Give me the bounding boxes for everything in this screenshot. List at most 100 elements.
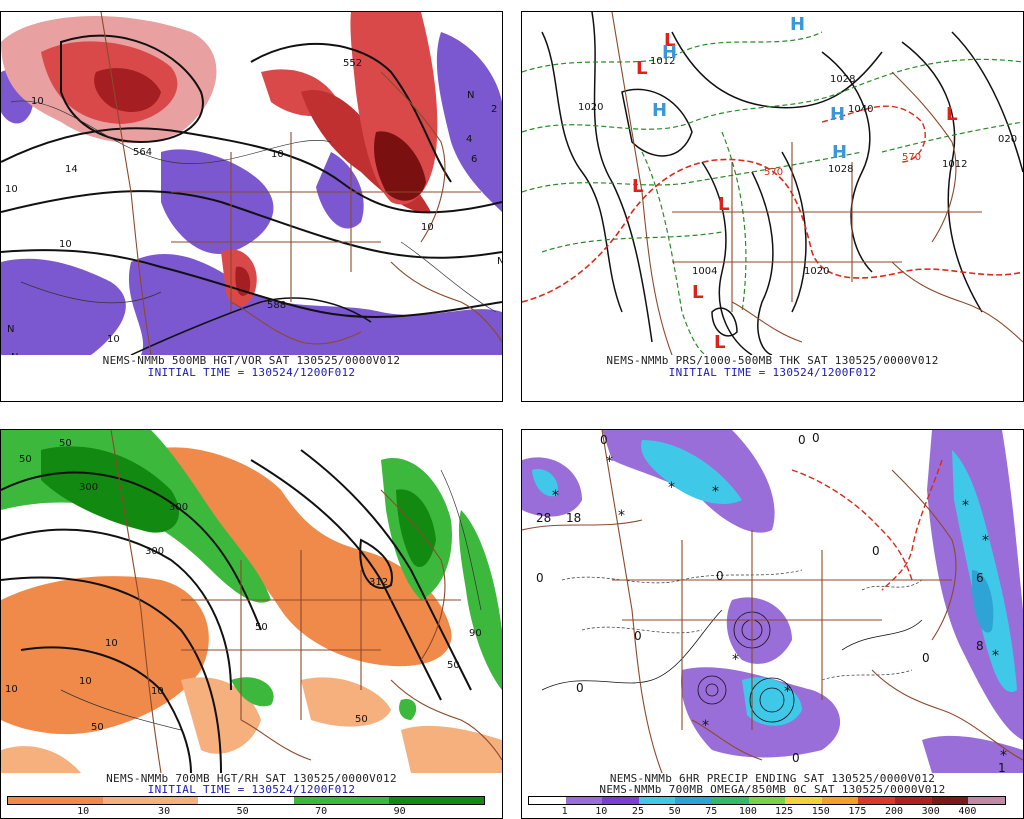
- svg-text:*: *: [992, 648, 999, 664]
- isobar-label: 1020: [578, 102, 603, 113]
- contour-label: 2: [491, 104, 497, 115]
- colorbar-swatch: [712, 797, 749, 804]
- colorbar-swatch: [785, 797, 822, 804]
- colorbar-tick: 150: [811, 806, 830, 817]
- colorbar-swatch: [858, 797, 896, 804]
- contour-label: 50: [447, 660, 460, 671]
- colorbar-tick: 200: [885, 806, 904, 817]
- colorbar-swatch: [638, 797, 676, 804]
- vorticity-map: 552 564 588 14 10 10 10 10 10 10 2 4 6 N…: [1, 12, 502, 355]
- svg-text:*: *: [702, 718, 709, 734]
- colorbar-tick: 50: [236, 806, 249, 817]
- contour-label: 10: [151, 686, 164, 697]
- contour-label: 50: [59, 438, 72, 449]
- contour-label: 10: [59, 239, 72, 250]
- colorbar-swatch: [55, 797, 104, 804]
- low-pressure-center: L: [718, 194, 729, 215]
- thickness-label: 570: [764, 167, 783, 178]
- colorbar-swatch: [103, 797, 151, 804]
- colorbar-swatch: [931, 797, 969, 804]
- pressure-thickness-map: 1012 1020 1028 1028 1040 1004 1020 1012 …: [522, 12, 1023, 355]
- colorbar-tick: 100: [738, 806, 757, 817]
- contour-label: 10: [5, 184, 18, 195]
- contour-label: 10: [5, 684, 18, 695]
- contour-label: 0: [716, 569, 724, 583]
- svg-text:*: *: [982, 533, 989, 549]
- contour-label: 552: [343, 58, 362, 69]
- colorbar-swatch: [341, 797, 389, 804]
- contour-label: 8: [976, 639, 984, 653]
- low-pressure-center: L: [632, 176, 643, 197]
- panel-caption: NEMS-NMMb 700MB HGT/RH SAT 130525/0000V0…: [106, 772, 397, 785]
- precip-colorbar: [528, 796, 1006, 805]
- isobar-label: 1040: [848, 104, 873, 115]
- svg-text:*: *: [1000, 748, 1007, 764]
- panel-subcaption: NEMS-NMMb 700MB OMEGA/850MB 0C SAT 13052…: [599, 783, 946, 796]
- contour-label: 564: [133, 147, 152, 158]
- contour-label: 14: [65, 164, 78, 175]
- colorbar-tick: 1: [561, 806, 568, 817]
- panel-subcaption: INITIAL TIME = 130524/1200F012: [668, 366, 877, 379]
- svg-text:*: *: [618, 508, 625, 524]
- rh-colorbar-ticks: 10 30 50 70 90: [7, 806, 483, 818]
- colorbar-swatch: [895, 797, 932, 804]
- contour-label: N: [11, 352, 18, 355]
- contour-label: N: [7, 324, 14, 335]
- contour-label: 10: [31, 96, 44, 107]
- colorbar-tick: 70: [315, 806, 328, 817]
- high-pressure-center: H: [830, 104, 845, 125]
- contour-label: 0: [792, 751, 800, 765]
- isobar-label: 1028: [828, 164, 853, 175]
- thickness-label: 570: [902, 152, 921, 163]
- rh-colorbar: [7, 796, 485, 805]
- precip-colorbar-ticks: 1 10 25 50 75 100 125 150 175 200 300 40…: [528, 806, 1004, 818]
- contour-label: 0: [798, 433, 806, 447]
- contour-label: 6: [976, 571, 984, 585]
- colorbar-swatch: [388, 797, 437, 804]
- svg-text:*: *: [962, 498, 969, 514]
- contour-label: 300: [169, 502, 188, 513]
- colorbar-swatch: [968, 797, 1005, 804]
- low-pressure-center: L: [664, 30, 675, 51]
- high-pressure-center: H: [832, 142, 847, 163]
- contour-label: 0: [600, 433, 608, 447]
- contour-label: 4: [466, 134, 472, 145]
- colorbar-swatch: [436, 797, 484, 804]
- colorbar-swatch: [748, 797, 786, 804]
- colorbar-swatch: [565, 797, 603, 804]
- colorbar-tick: 175: [848, 806, 867, 817]
- high-pressure-center: H: [662, 42, 677, 63]
- panel-subcaption: INITIAL TIME = 130524/1200F012: [147, 783, 356, 796]
- contour-label: 0: [536, 571, 544, 585]
- colorbar-swatch: [602, 797, 639, 804]
- contour-label: 1: [998, 761, 1006, 773]
- panel-caption: NEMS-NMMb PRS/1000-500MB THK SAT 130525/…: [606, 354, 939, 367]
- panel-precip-omega: 0 0 0 0 0 0 0 0 0 0 28 18 6 8 1 * * * * * * …: [521, 429, 1024, 819]
- svg-text:*: *: [668, 480, 675, 496]
- colorbar-tick: 50: [668, 806, 681, 817]
- isobar-label: 020: [998, 134, 1017, 145]
- contour-label: 0: [922, 651, 930, 665]
- svg-text:*: *: [712, 484, 719, 500]
- contour-label: 90: [469, 628, 482, 639]
- contour-label: N: [467, 90, 474, 101]
- contour-label: 10: [421, 222, 434, 233]
- contour-label: 50: [91, 722, 104, 733]
- low-pressure-center: L: [692, 282, 703, 303]
- colorbar-swatch: [821, 797, 859, 804]
- svg-text:*: *: [784, 684, 791, 700]
- colorbar-tick: 400: [958, 806, 977, 817]
- colorbar-swatch: [293, 797, 342, 804]
- contour-label: 50: [19, 454, 32, 465]
- contour-label: 50: [355, 714, 368, 725]
- svg-text:*: *: [552, 488, 559, 504]
- colorbar-tick: 90: [393, 806, 406, 817]
- colorbar-swatch: [150, 797, 199, 804]
- low-pressure-center: L: [636, 58, 647, 79]
- contour-label: 588: [267, 300, 286, 311]
- colorbar-tick: 30: [158, 806, 171, 817]
- contour-label: 28: [536, 511, 551, 525]
- contour-label: 50: [255, 622, 268, 633]
- contour-label: 0: [812, 431, 820, 445]
- colorbar-swatch: [529, 797, 566, 804]
